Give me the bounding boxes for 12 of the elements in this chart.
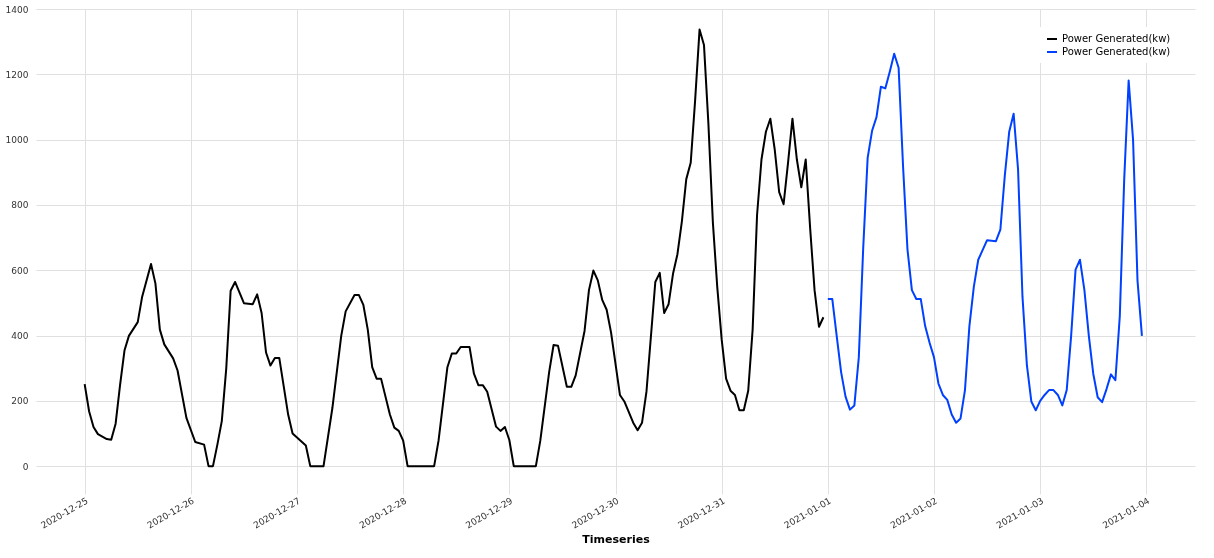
y-tick-label: 600	[11, 265, 29, 276]
line-series	[83, 28, 825, 468]
y-tick-label: 800	[11, 200, 29, 211]
y-tick-label: 400	[11, 331, 29, 342]
y-tick-label: 200	[11, 396, 29, 407]
y-tick-label: 1400	[5, 4, 29, 15]
y-tick-label: 1000	[5, 135, 29, 146]
y-tick-label: 1200	[5, 69, 29, 80]
legend-label: Power Generated(kw)	[1062, 46, 1171, 57]
x-axis-title: Timeseries	[582, 533, 651, 547]
legend-label: Power Generated(kw)	[1062, 33, 1171, 44]
y-tick-label: 0	[22, 461, 29, 472]
